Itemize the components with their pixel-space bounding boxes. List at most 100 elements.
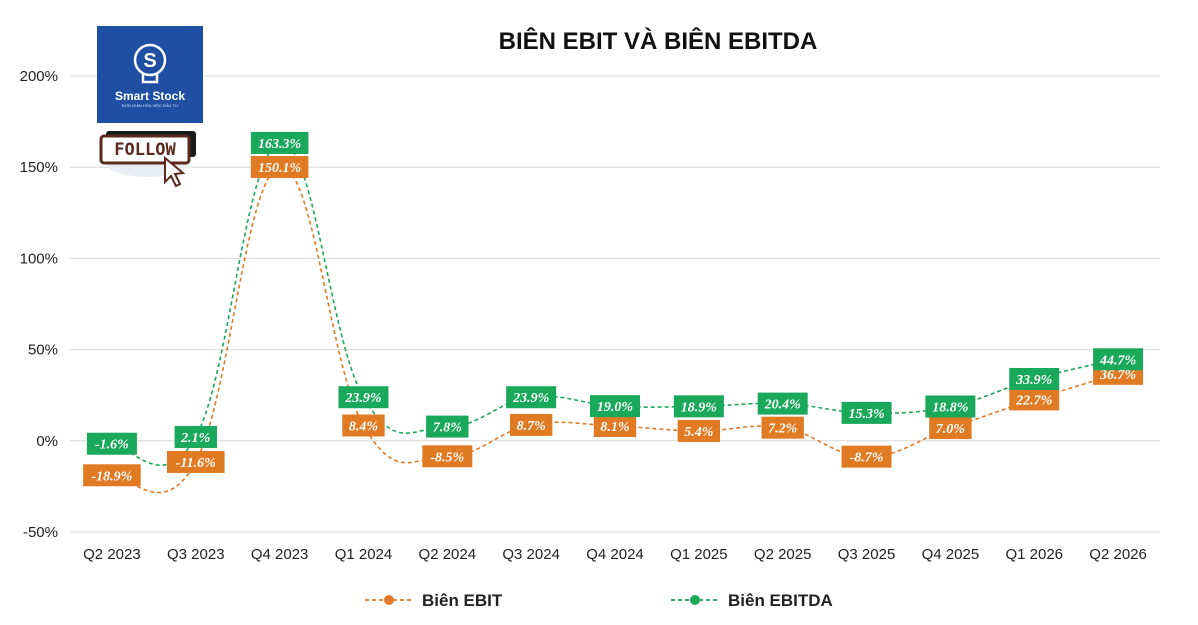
- follow-label: FOLLOW: [114, 140, 176, 160]
- data-label-text: 19.0%: [597, 400, 633, 415]
- data-label-box: [509, 413, 553, 436]
- data-label-ebitda: 33.9%: [1009, 367, 1060, 390]
- data-label-text: 15.3%: [848, 407, 884, 422]
- data-label-box: [250, 131, 309, 154]
- x-tick-label: Q2 2025: [754, 546, 812, 563]
- legend-label-ebit: Biên EBIT: [422, 591, 503, 610]
- data-labels: -18.9% -11.6% 150.1% 8.4% -8.5% 8.7% 8.1% 5.4% 7…: [83, 131, 1144, 487]
- data-label-text: 44.7%: [1099, 353, 1136, 368]
- y-axis-ticks: -50% 0% 50% 100% 150% 200%: [20, 68, 58, 541]
- data-label-ebit: -8.5%: [422, 445, 473, 468]
- data-label-ebitda: 23.9%: [338, 386, 389, 409]
- data-label-ebitda: 18.9%: [673, 395, 724, 418]
- legend-marker-ebitda: [690, 595, 700, 605]
- data-label-text: 33.9%: [1015, 373, 1052, 388]
- legend-marker-ebit: [384, 595, 394, 605]
- lightbulb-dollar-icon: S: [133, 43, 167, 84]
- legend: Biên EBIT Biên EBITDA: [365, 591, 833, 610]
- data-label-box: [1009, 367, 1060, 390]
- data-label-text: 2.1%: [180, 431, 210, 446]
- cursor-icon: [164, 155, 186, 188]
- data-label-ebitda: 44.7%: [1093, 348, 1144, 371]
- data-label-ebit: 150.1%: [250, 156, 309, 179]
- data-label-text: 5.4%: [684, 425, 713, 440]
- x-tick-label: Q1 2026: [1005, 546, 1063, 563]
- data-label-text: 150.1%: [258, 161, 301, 176]
- data-label-ebit: -8.7%: [841, 445, 892, 468]
- data-label-ebit: 7.2%: [761, 416, 804, 439]
- data-label-text: 36.7%: [1099, 368, 1136, 383]
- data-label-ebitda: 20.4%: [757, 392, 808, 415]
- data-label-box: [841, 401, 892, 424]
- data-label-box: [174, 425, 217, 448]
- x-tick-label: Q4 2025: [922, 546, 980, 563]
- data-label-text: 7.8%: [433, 421, 462, 436]
- data-label-ebit: -18.9%: [83, 464, 141, 487]
- data-label-box: [166, 450, 225, 473]
- data-label-box: [1093, 348, 1144, 371]
- data-label-box: [422, 445, 473, 468]
- data-label-box: [86, 432, 137, 455]
- data-label-ebitda: 7.8%: [426, 415, 469, 438]
- legend-label-ebitda: Biên EBITDA: [728, 591, 833, 610]
- logo-name: Smart Stock: [115, 89, 185, 103]
- gridlines: [70, 75, 1160, 533]
- y-tick-label: 150%: [20, 159, 58, 176]
- legend-item-ebit: Biên EBIT: [365, 591, 503, 610]
- data-label-box: [929, 417, 972, 440]
- data-label-text: 163.3%: [258, 137, 301, 152]
- x-tick-label: Q4 2023: [251, 546, 309, 563]
- data-label-text: 7.2%: [768, 422, 797, 437]
- data-label-box: [925, 395, 976, 418]
- data-label-ebitda: 15.3%: [841, 401, 892, 424]
- data-label-text: 8.4%: [349, 419, 378, 434]
- series-line-ebit: [111, 166, 1119, 494]
- data-label-box: [338, 386, 389, 409]
- data-label-text: 23.9%: [512, 391, 549, 406]
- data-label-box: [673, 395, 724, 418]
- data-label-box: [677, 419, 721, 442]
- y-tick-label: 0%: [36, 433, 58, 450]
- data-label-ebitda: -1.6%: [86, 432, 137, 455]
- data-label-box: [1009, 388, 1060, 411]
- data-label-box: [593, 415, 637, 438]
- data-label-text: -18.9%: [92, 469, 133, 484]
- x-tick-label: Q3 2023: [167, 546, 225, 563]
- data-label-box: [426, 415, 469, 438]
- data-label-box: [250, 156, 309, 179]
- data-label-box: [590, 395, 640, 418]
- data-label-ebitda: 18.8%: [925, 395, 976, 418]
- data-label-ebitda: 19.0%: [590, 395, 640, 418]
- series-lines: [108, 139, 1122, 494]
- data-label-box: [761, 416, 804, 439]
- follow-badge[interactable]: FOLLOW: [99, 131, 196, 188]
- legend-item-ebitda: Biên EBITDA: [671, 591, 833, 610]
- svg-text:S: S: [143, 50, 156, 72]
- data-label-box: [506, 386, 557, 409]
- y-tick-label: -50%: [23, 524, 58, 541]
- data-label-ebitda: 163.3%: [250, 131, 309, 154]
- y-tick-label: 200%: [20, 68, 58, 85]
- data-label-box: [83, 464, 141, 487]
- x-tick-label: Q4 2024: [586, 546, 644, 563]
- x-tick-label: Q2 2026: [1089, 546, 1147, 563]
- data-label-text: 22.7%: [1015, 393, 1052, 408]
- data-label-ebit: 8.4%: [342, 414, 385, 437]
- x-tick-label: Q3 2024: [502, 546, 560, 563]
- logo-tagline: ĐƠN GIẢN HÓA VIỆC ĐẦU TƯ: [122, 103, 179, 108]
- data-label-text: 8.1%: [600, 420, 629, 435]
- x-axis-ticks: Q2 2023 Q3 2023 Q4 2023 Q1 2024 Q2 2024 Q3 20…: [83, 546, 1147, 563]
- data-label-text: -11.6%: [176, 456, 216, 471]
- chart-title: BIÊN EBIT VÀ BIÊN EBITDA: [499, 27, 818, 55]
- data-label-ebit: 22.7%: [1009, 388, 1060, 411]
- data-label-ebit: 5.4%: [677, 419, 721, 442]
- data-label-text: 18.8%: [932, 401, 968, 416]
- data-label-box: [841, 445, 892, 468]
- data-label-box: [342, 414, 385, 437]
- data-label-text: -8.5%: [430, 450, 464, 465]
- data-label-text: 18.9%: [681, 400, 717, 415]
- data-label-text: 8.7%: [517, 419, 546, 434]
- data-label-ebit: 7.0%: [929, 417, 972, 440]
- data-label-text: 20.4%: [764, 398, 801, 413]
